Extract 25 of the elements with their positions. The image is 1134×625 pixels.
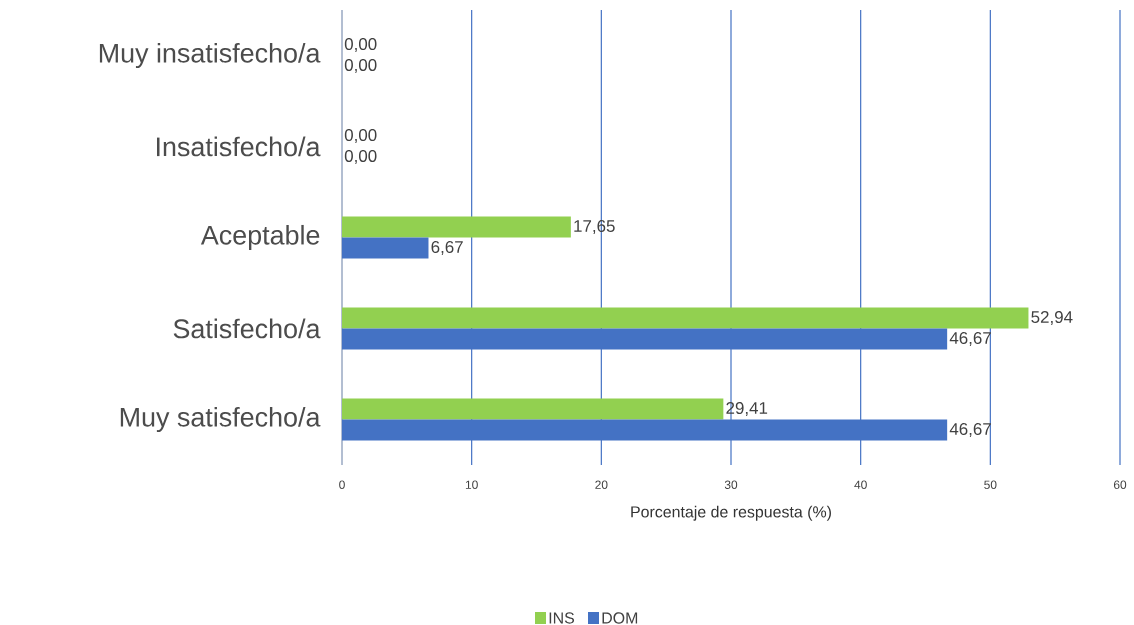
data-label: 0,00 xyxy=(344,58,377,73)
x-tick-label: 0 xyxy=(339,480,345,489)
y-tick-label: Satisfecho/a xyxy=(173,318,321,339)
x-tick-label: 60 xyxy=(1113,480,1127,489)
data-label: 0,00 xyxy=(344,129,377,144)
bar xyxy=(342,307,1029,329)
data-label: 0,00 xyxy=(344,38,377,53)
x-axis-title: Porcentaje de respuesta (%) xyxy=(631,505,831,521)
bar xyxy=(342,398,724,420)
data-label: 52,94 xyxy=(1031,311,1073,326)
x-tick-label: 10 xyxy=(465,480,478,489)
legend-label: INS xyxy=(549,612,575,624)
bar xyxy=(342,237,429,259)
x-tick-label: 30 xyxy=(724,480,738,489)
x-tick-label: 50 xyxy=(984,480,997,489)
y-tick-label: Insatisfecho/a xyxy=(156,136,321,157)
legend-label: DOM xyxy=(602,612,638,624)
data-label: 6,67 xyxy=(431,240,463,255)
y-tick-label: Muy satisfecho/a xyxy=(120,406,321,433)
y-tick-label: Muy insatisfecho/a xyxy=(99,42,321,69)
bar xyxy=(342,216,571,238)
x-tick-label: 40 xyxy=(854,480,867,489)
y-tick-label: Aceptable xyxy=(200,224,320,251)
x-tick-label: 20 xyxy=(595,480,608,489)
data-label: 0,00 xyxy=(344,149,377,164)
